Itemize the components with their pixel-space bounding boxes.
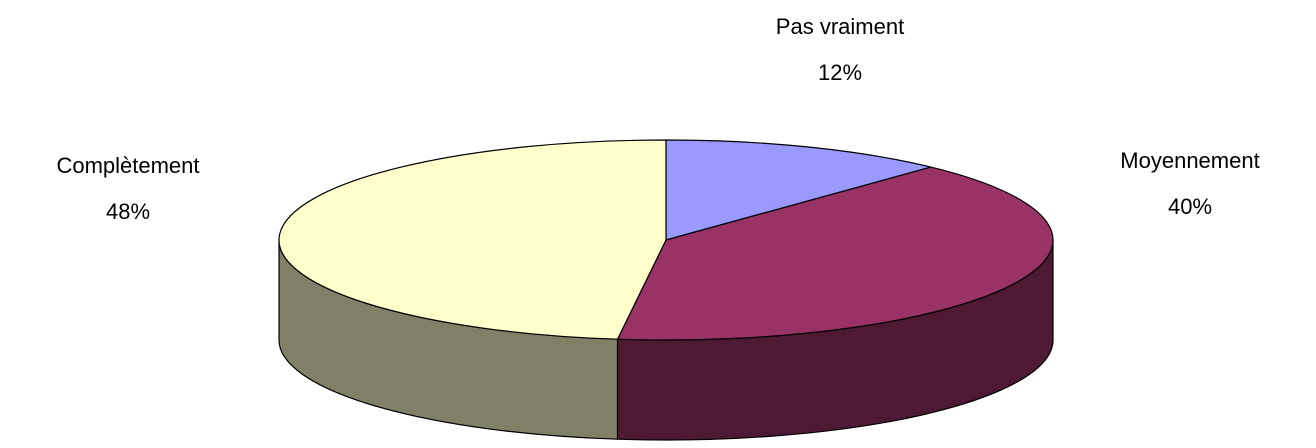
value-label: 12% bbox=[818, 60, 862, 85]
pie-tops bbox=[278, 139, 1054, 341]
category-label: Complètement bbox=[56, 153, 199, 178]
data-labels: Pas vraiment 12% Moyennement 40% Complètemen… bbox=[56, 14, 1259, 224]
category-label: Pas vraiment bbox=[776, 14, 904, 39]
pie-slice bbox=[665, 139, 932, 241]
category-label: Moyennement bbox=[1120, 148, 1259, 173]
value-label: 40% bbox=[1168, 194, 1212, 219]
pie-slice bbox=[278, 139, 667, 340]
value-label: 48% bbox=[106, 199, 150, 224]
pie-slice bbox=[616, 166, 1054, 341]
